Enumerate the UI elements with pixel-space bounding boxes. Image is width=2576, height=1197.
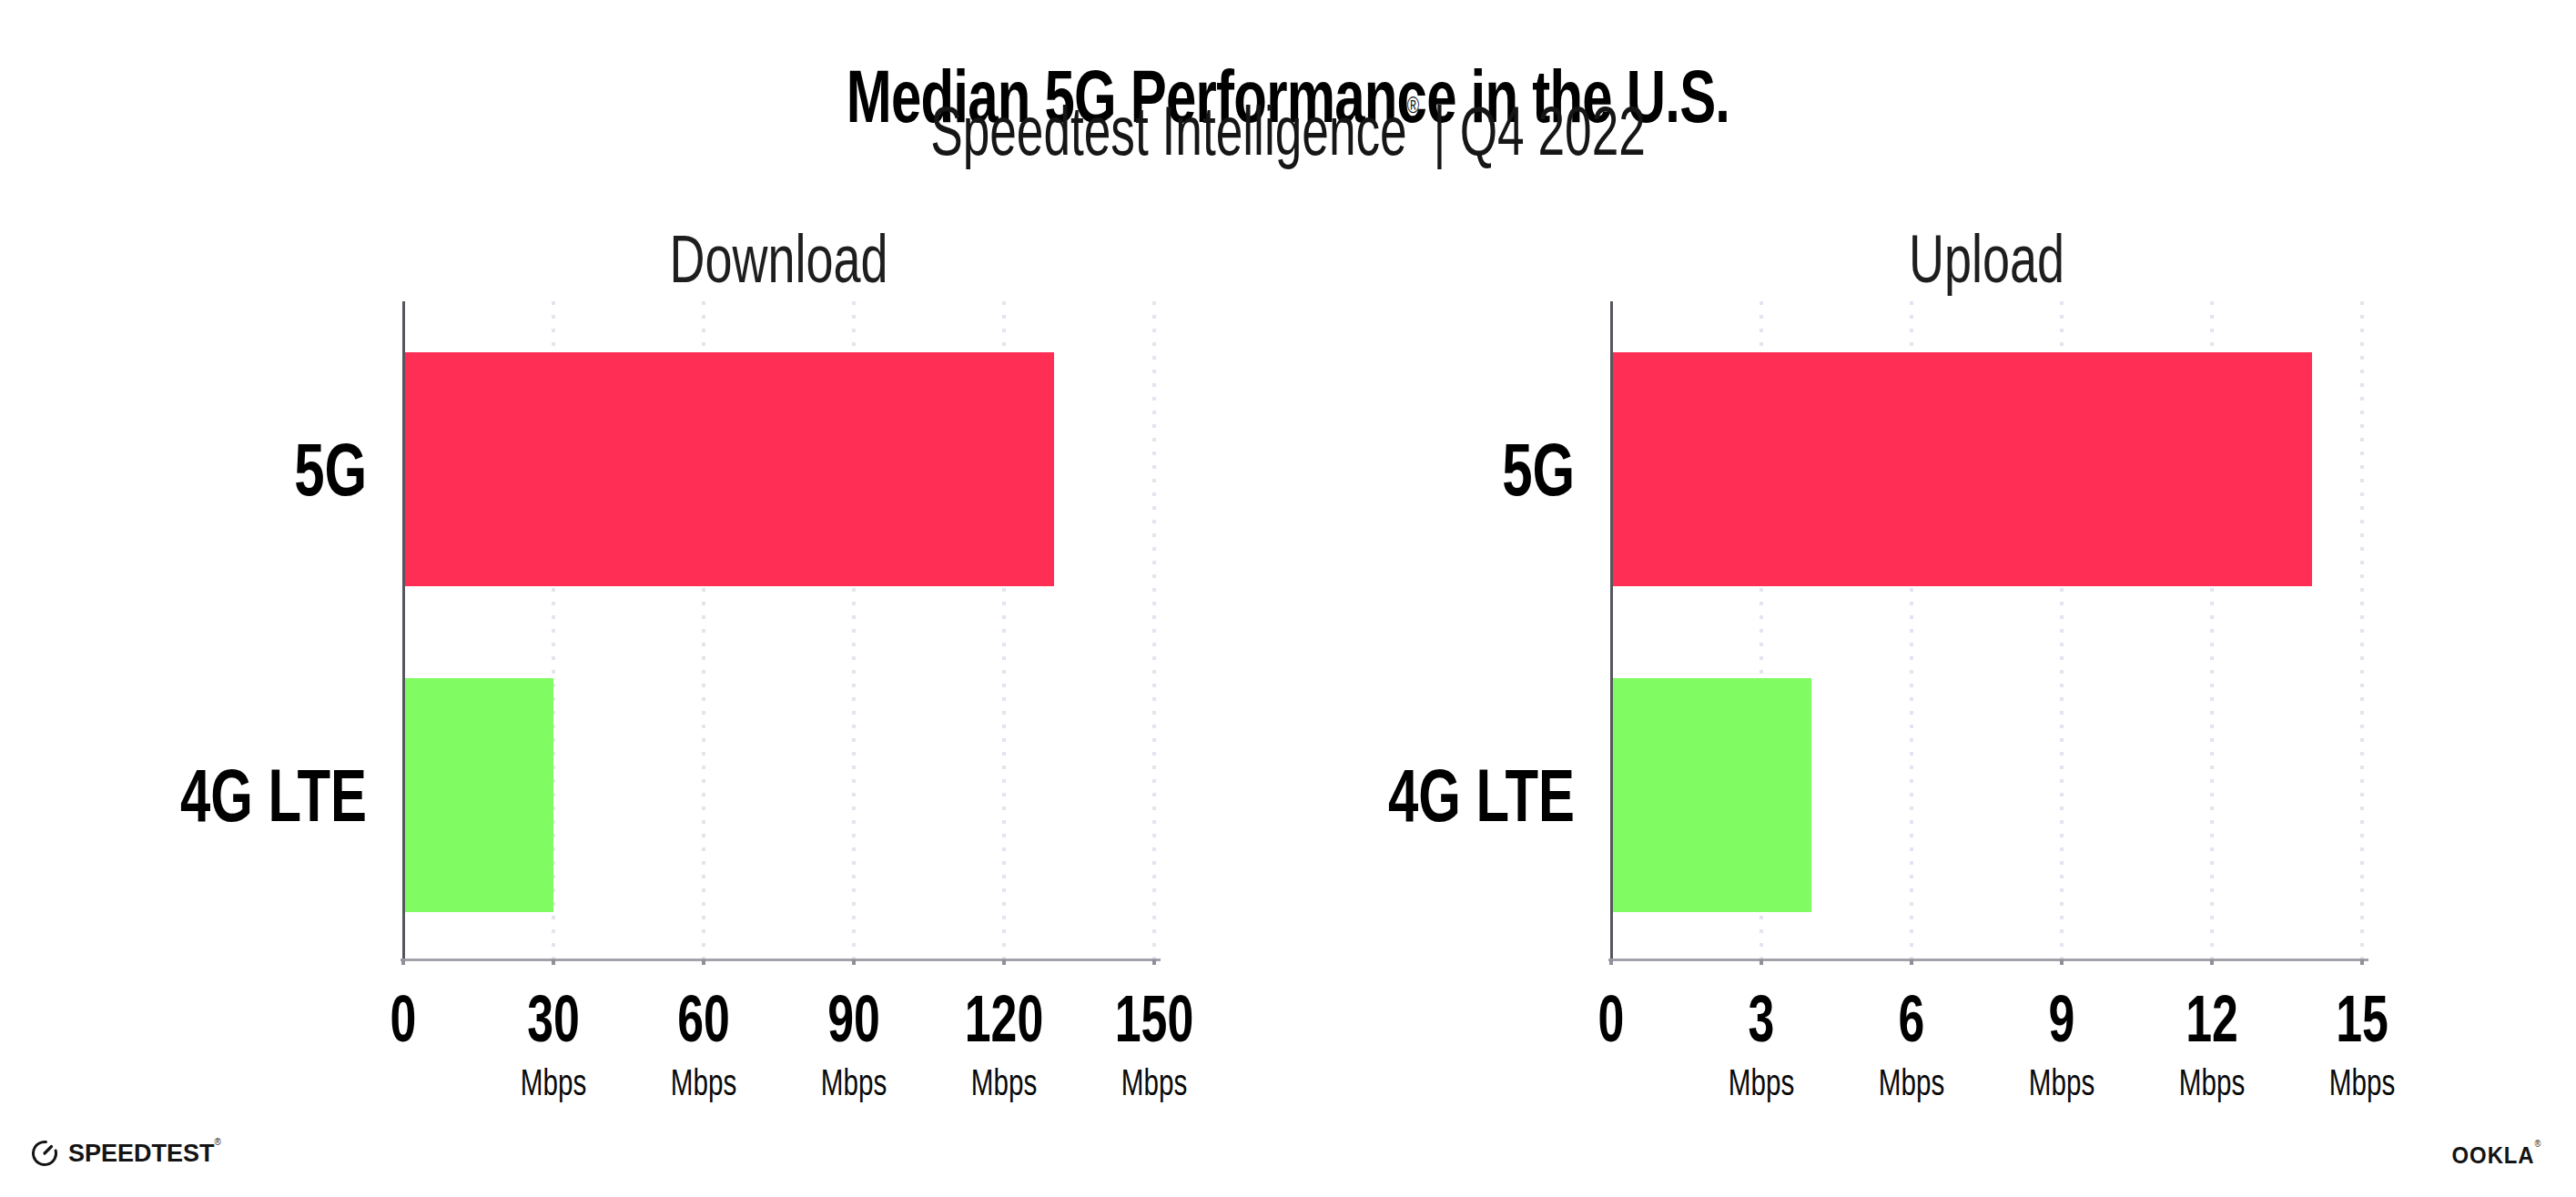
x-tick-value: 3: [1729, 986, 1793, 1051]
axis-tick-mark: [702, 959, 705, 965]
x-tick-12: 12 Mbps: [2167, 986, 2257, 1101]
x-tick-value: 150: [1115, 986, 1194, 1051]
axis-tick-mark: [1002, 959, 1006, 965]
x-axis-tick-labels: 03Mbps6Mbps9Mbps12Mbps15Mbps: [1611, 986, 2362, 1104]
x-tick-unit: Mbps: [2029, 1064, 2094, 1101]
x-tick-150: 150 Mbps: [1100, 986, 1209, 1101]
registered-trademark-icon: ®: [1407, 91, 1419, 118]
y-axis-label-4g-lte: 4G LTE: [1303, 678, 1575, 912]
x-tick-value: 90: [822, 986, 886, 1051]
download-plot-area: [403, 301, 1154, 959]
bar-4g-lte: [403, 678, 553, 912]
x-tick-value: 12: [2180, 986, 2244, 1051]
axis-tick-mark: [552, 959, 555, 965]
subtitle-divider: |: [1434, 92, 1446, 169]
x-tick-value: 60: [672, 986, 735, 1051]
x-tick-unit: Mbps: [671, 1064, 736, 1101]
x-tick-120: 120 Mbps: [949, 986, 1059, 1101]
x-tick-unit: Mbps: [2179, 1064, 2245, 1101]
download-chart: Download 5G4G LTE 030Mbps60Mbps90Mbps120…: [403, 301, 1154, 959]
x-axis-line: [401, 959, 1161, 961]
upload-chart-title: Upload: [1717, 221, 2257, 297]
x-tick-90: 90 Mbps: [809, 986, 898, 1101]
x-tick-0: 0: [385, 986, 421, 1051]
x-tick-value: 0: [390, 986, 417, 1051]
x-tick-60: 60 Mbps: [659, 986, 748, 1101]
x-tick-9: 9 Mbps: [2017, 986, 2106, 1101]
x-tick-unit: Mbps: [521, 1064, 586, 1101]
gridline-150: [1152, 301, 1156, 959]
speedtest-wordmark: SPEEDTEST®: [68, 1140, 221, 1168]
x-tick-unit: Mbps: [1729, 1064, 1794, 1101]
x-tick-6: 6 Mbps: [1867, 986, 1956, 1101]
axis-tick-mark: [852, 959, 856, 965]
upload-plot-area: [1611, 301, 2362, 959]
x-tick-value: 120: [965, 986, 1044, 1051]
x-tick-30: 30 Mbps: [509, 986, 598, 1101]
download-chart-title: Download: [509, 221, 1050, 297]
page-subtitle: Speedtest Intelligence® |Q4 2022: [387, 89, 2190, 172]
axis-tick-mark: [2210, 959, 2214, 965]
axis-tick-mark: [1910, 959, 1913, 965]
x-tick-0: 0: [1593, 986, 1629, 1051]
axis-tick-mark: [1152, 959, 1156, 965]
x-tick-value: 6: [1880, 986, 1943, 1051]
x-tick-15: 15 Mbps: [2317, 986, 2407, 1101]
x-tick-value: 30: [522, 986, 585, 1051]
y-axis-label-4g-lte: 4G LTE: [95, 678, 367, 912]
axis-tick-mark: [401, 959, 405, 965]
bar-4g-lte: [1611, 678, 1811, 912]
gauge-icon: [30, 1139, 59, 1168]
x-tick-value: 0: [1598, 986, 1625, 1051]
bar-5g: [1611, 352, 2312, 586]
y-axis-line: [1610, 301, 1613, 959]
infographic-canvas: Median 5G Performance in the U.S. Speedt…: [0, 0, 2576, 1197]
x-axis-tick-labels: 030Mbps60Mbps90Mbps120Mbps150Mbps: [403, 986, 1154, 1104]
x-axis-line: [1608, 959, 2368, 961]
axis-tick-mark: [2360, 959, 2364, 965]
y-axis-line: [402, 301, 405, 959]
axis-tick-mark: [1609, 959, 1613, 965]
x-tick-unit: Mbps: [1879, 1064, 1944, 1101]
upload-chart: Upload 5G4G LTE 03Mbps6Mbps9Mbps12Mbps15…: [1611, 301, 2362, 959]
x-tick-value: 15: [2330, 986, 2394, 1051]
x-tick-unit: Mbps: [1114, 1064, 1195, 1101]
speedtest-registered-mark: ®: [215, 1137, 221, 1147]
y-axis-label-5g: 5G: [1303, 352, 1575, 586]
ookla-registered-mark: ®: [2534, 1139, 2541, 1149]
speedtest-logo: SPEEDTEST®: [30, 1138, 221, 1169]
axis-tick-mark: [1760, 959, 1763, 965]
ookla-wordmark: OOKLA: [2451, 1141, 2534, 1169]
axis-tick-mark: [2060, 959, 2064, 965]
subtitle-period: Q4 2022: [1460, 92, 1646, 169]
x-tick-value: 9: [2030, 986, 2094, 1051]
x-tick-unit: Mbps: [821, 1064, 887, 1101]
bar-5g: [403, 352, 1054, 586]
ookla-logo: OOKLA®: [2451, 1141, 2541, 1170]
x-tick-3: 3 Mbps: [1717, 986, 1806, 1101]
x-tick-unit: Mbps: [2329, 1064, 2395, 1101]
x-tick-unit: Mbps: [964, 1064, 1045, 1101]
subtitle-brand: Speedtest Intelligence: [930, 92, 1407, 169]
gridline-15: [2360, 301, 2364, 959]
y-axis-label-5g: 5G: [95, 352, 367, 586]
